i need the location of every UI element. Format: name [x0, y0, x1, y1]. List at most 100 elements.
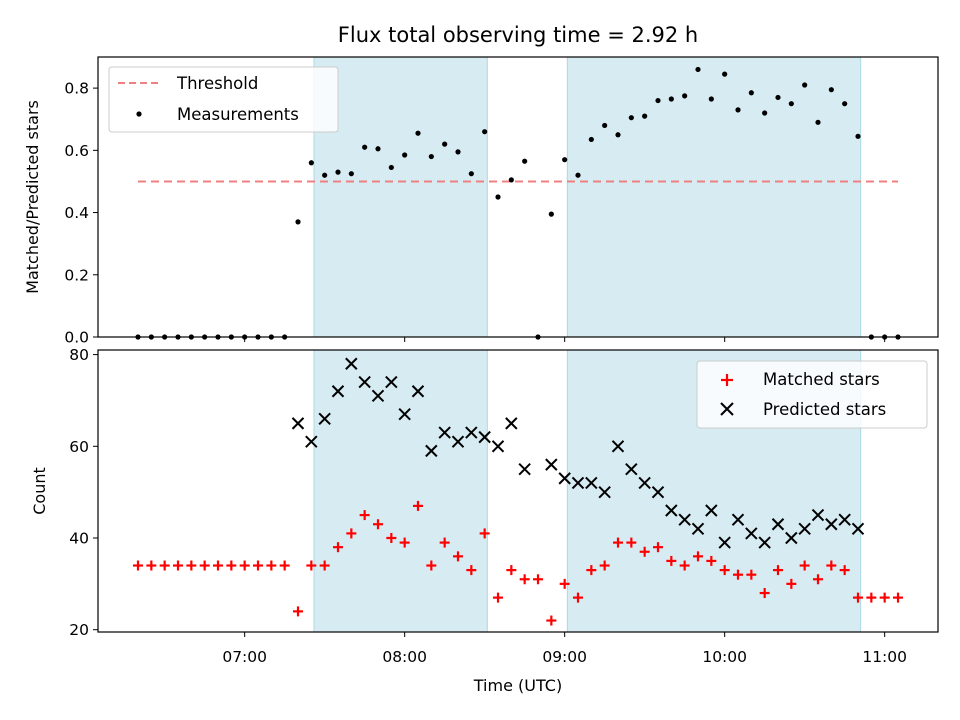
matched-star-point	[826, 560, 837, 571]
matched-star-point	[213, 560, 223, 571]
predicted-star-mark	[465, 426, 478, 439]
predicted-legend-marker	[720, 402, 734, 416]
top-y-axis-label: Matched/Predicted stars	[23, 100, 42, 294]
measurement-point	[682, 93, 688, 99]
measurement-point	[788, 101, 794, 107]
measurement-point	[335, 169, 341, 175]
matched-star-point	[599, 560, 610, 571]
predicted-star-point	[625, 463, 638, 476]
measurement-point	[575, 172, 581, 178]
predicted-star-mark	[811, 508, 825, 522]
matched-star-point	[853, 592, 863, 603]
measurement-point	[522, 158, 528, 164]
matched-legend-marker	[721, 374, 733, 386]
predicted-star-point	[571, 476, 585, 490]
measurement-point	[828, 87, 834, 93]
y-tick-label: 0.2	[64, 266, 89, 284]
bottom-y-ticks: 20 40 60 80	[69, 346, 98, 639]
measurement-point	[442, 141, 448, 147]
measurement-point	[428, 153, 434, 160]
matched-star-point	[559, 578, 570, 589]
matched-star-point	[199, 560, 210, 571]
predicted-star-point	[385, 375, 398, 389]
predicted-star-mark	[638, 476, 651, 490]
matched-star-point	[839, 565, 850, 576]
bottom-x-ticks: 07:00 08:00 09:00 10:00 11:00	[222, 632, 907, 666]
y-tick-label: 0.0	[64, 329, 89, 347]
predicted-star-mark	[371, 389, 385, 403]
matched-star-point	[679, 560, 690, 571]
predicted-star-mark	[691, 522, 705, 536]
predicted-star-mark	[318, 412, 331, 425]
matched-star-point	[479, 528, 490, 539]
matched-star-point	[786, 578, 797, 589]
predicted-star-mark	[478, 430, 491, 444]
x-tick-label: 08:00	[382, 648, 427, 666]
measurement-point	[842, 101, 848, 107]
matched-star-point	[319, 560, 330, 571]
matched-star-point	[733, 569, 743, 580]
matched-stars-points	[133, 500, 903, 626]
predicted-star-mark	[558, 472, 571, 485]
predicted-star-mark	[545, 458, 558, 471]
measurement-point	[815, 119, 821, 125]
measurement-point	[615, 132, 621, 138]
measurement-point	[775, 94, 781, 101]
bottom-axes-frame	[97, 349, 939, 633]
predicted-star-point	[678, 513, 691, 526]
matched-star-point	[373, 519, 383, 530]
predicted-star-point	[638, 476, 651, 490]
x-tick-label: 10:00	[702, 648, 747, 666]
matched-star-point	[159, 560, 170, 571]
matched-star-point	[293, 606, 303, 617]
predicted-star-mark	[785, 531, 798, 545]
measurement-point	[455, 149, 461, 155]
predicted-star-point	[331, 385, 345, 398]
matched-star-point	[506, 565, 517, 576]
matched-star-point	[613, 537, 623, 548]
matched-star-point	[879, 592, 890, 603]
measurement-point	[362, 144, 368, 150]
matched-star-point	[533, 574, 543, 585]
top-shaded-intervals	[313, 56, 862, 338]
matched-star-point	[693, 551, 703, 562]
matched-star-point	[346, 528, 357, 539]
predicted-star-point	[305, 435, 318, 448]
predicted-star-point	[651, 485, 665, 499]
measurement-point	[628, 115, 634, 121]
predicted-star-point	[598, 485, 611, 499]
measurement-point	[348, 171, 354, 177]
predicted-star-mark	[411, 385, 425, 398]
predicted-star-mark	[438, 426, 451, 439]
predicted-star-mark	[718, 536, 731, 549]
measurement-point	[402, 152, 408, 158]
threshold-legend-label: Threshold	[176, 74, 258, 93]
measurement-point	[468, 171, 474, 177]
y-tick-label: 20	[69, 621, 89, 639]
measurement-point	[295, 219, 301, 225]
matched-star-point	[893, 592, 903, 603]
predicted-star-point	[785, 531, 798, 545]
predicted-star-point	[358, 375, 371, 389]
matched-star-point	[226, 560, 237, 571]
predicted-star-point	[478, 430, 491, 444]
measurement-point	[855, 133, 861, 139]
predicted-star-mark	[331, 385, 345, 398]
predicted-star-point	[345, 357, 358, 370]
predicted-star-mark	[705, 504, 718, 517]
bottom-legend: Matched stars Predicted stars	[696, 360, 928, 429]
matched-star-point	[666, 555, 677, 566]
matched-star-point	[866, 592, 877, 603]
predicted-star-mark	[505, 417, 518, 430]
measurement-point	[802, 82, 808, 88]
bottom-y-axis-label: Count	[30, 467, 49, 515]
measurement-point	[762, 110, 768, 116]
x-tick-label: 07:00	[222, 648, 267, 666]
predicted-star-mark	[598, 485, 611, 499]
bottom-legend-box	[696, 360, 928, 429]
predicted-star-point	[558, 472, 571, 485]
predicted-star-point	[811, 508, 825, 522]
measurement-point	[508, 177, 514, 183]
predicted-star-point	[851, 522, 865, 536]
measurement-point	[322, 172, 328, 178]
